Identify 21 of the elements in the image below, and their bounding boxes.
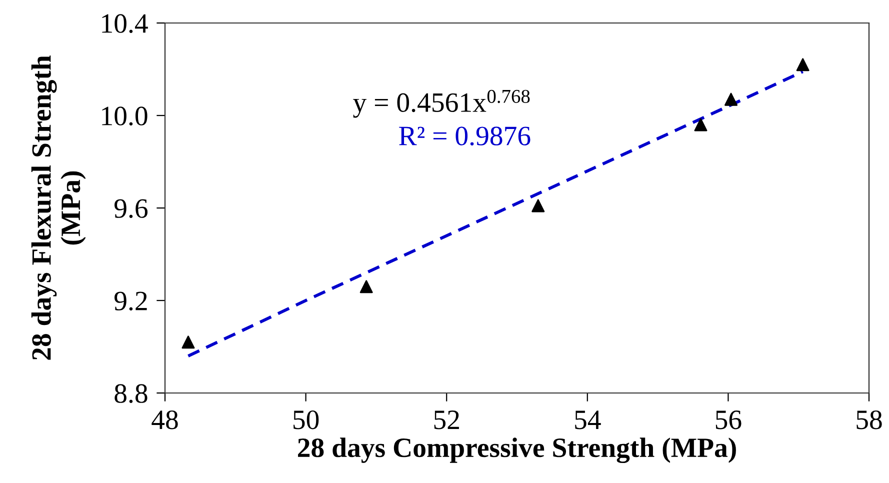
x-tick-label: 54: [575, 410, 601, 430]
point: [796, 58, 810, 72]
x-tick-label: 52: [434, 410, 459, 430]
y-tick-label: 10.4: [102, 14, 148, 34]
point: [694, 118, 708, 132]
x-tick-label: 48: [152, 410, 178, 430]
y-tick-label: 10.0: [102, 106, 148, 126]
point: [360, 280, 373, 294]
point: [182, 336, 195, 349]
annotation: y = 0.4561x$^{0.768}$: [353, 90, 530, 118]
x-tick-label: 50: [294, 410, 319, 430]
y-tick-label: 8.8: [114, 384, 148, 404]
x-tick-label: 56: [716, 410, 742, 430]
x-axis-title: 28 days Compressive Strength (MPa): [298, 438, 736, 464]
point: [532, 199, 545, 212]
x-tick-label: 58: [856, 410, 882, 430]
y-tick-label: 9.6: [114, 199, 148, 218]
annotation: R² = 0.9876: [399, 126, 530, 146]
y-axis-title: 28 days Flexural Strength (MPa): [31, 55, 86, 360]
y-tick-label: 9.2: [114, 292, 147, 311]
point: [724, 92, 738, 106]
